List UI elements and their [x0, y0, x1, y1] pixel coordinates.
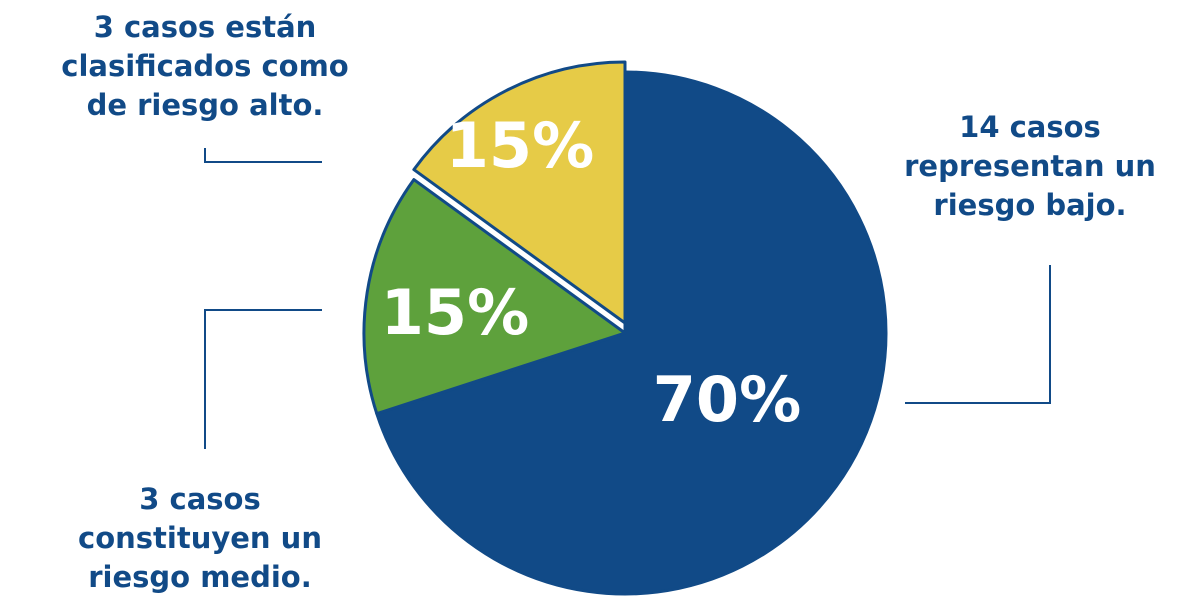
- leader-line-medium: [204, 309, 322, 449]
- annotation-medium-line-2: constituyen un: [78, 521, 322, 555]
- annotation-medium-line-1: 3 casos: [139, 482, 261, 516]
- annotation-high-line-1: 3 casos están: [93, 10, 317, 44]
- annotation-medium-risk: 3 casos constituyen un riesgo medio.: [35, 480, 365, 597]
- annotation-high-risk: 3 casos están clasificados como de riesg…: [40, 8, 370, 125]
- annotation-low-line-1: 14 casos: [959, 110, 1101, 144]
- pie-slice-high: [412, 60, 627, 325]
- leader-line-high: [204, 148, 322, 163]
- slice-label-low: 70%: [653, 363, 801, 436]
- annotation-medium-line-3: riesgo medio.: [88, 560, 312, 594]
- slice-label-high: 15%: [446, 109, 594, 182]
- leader-line-low: [905, 265, 1051, 404]
- pie-slices: [362, 60, 888, 596]
- annotation-high-line-3: de riesgo alto.: [86, 88, 324, 122]
- annotation-low-line-3: riesgo bajo.: [933, 188, 1127, 222]
- slice-label-medium: 15%: [381, 276, 529, 349]
- pie-slice-medium: [362, 178, 627, 416]
- annotation-low-line-2: representan un: [904, 149, 1156, 183]
- annotation-high-line-2: clasificados como: [61, 49, 349, 83]
- annotation-low-risk: 14 casos representan un riesgo bajo.: [870, 108, 1190, 225]
- pie-slice-low: [375, 70, 888, 596]
